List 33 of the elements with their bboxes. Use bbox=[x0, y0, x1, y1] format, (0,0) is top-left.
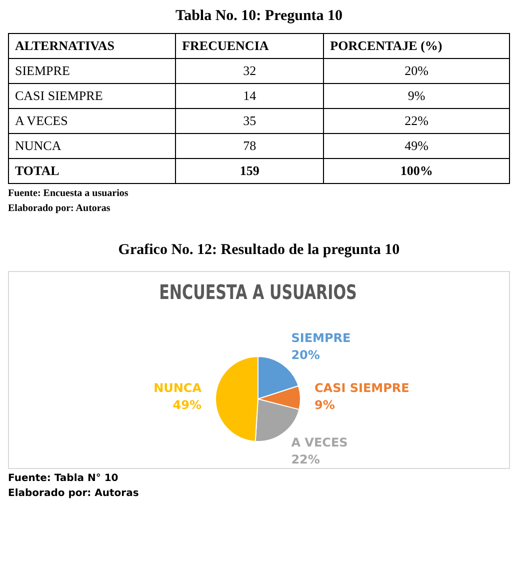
data-label: 20% bbox=[324, 58, 510, 84]
slice-label: NUNCA bbox=[154, 381, 202, 396]
text: FRECUENCIA bbox=[176, 34, 324, 58]
text: 100% bbox=[400, 163, 433, 178]
text: Elaborado por: Autoras bbox=[8, 203, 112, 214]
data-label: 49% bbox=[324, 134, 510, 158]
data-label: 22% bbox=[324, 108, 510, 134]
category-label: SIEMPRE bbox=[8, 58, 176, 84]
text: TOTAL bbox=[8, 158, 176, 184]
text: ALTERNATIVAS bbox=[8, 34, 176, 58]
data-label: 20% bbox=[291, 348, 320, 362]
data-label: 35 bbox=[176, 108, 324, 134]
chart-title: Grafico No. 12: Resultado de la pregunta 10 bbox=[117, 242, 401, 259]
text: Tabla No. 10: Pregunta 10 bbox=[174, 8, 344, 25]
data-label: 9% bbox=[314, 398, 335, 412]
category-label: CASI SIEMPRE bbox=[8, 84, 176, 108]
slice-label: CASI SIEMPRE bbox=[314, 381, 410, 396]
slice-label: A VECES bbox=[291, 435, 348, 450]
data-label: 78 bbox=[176, 134, 324, 158]
data-label: 14 bbox=[176, 84, 324, 108]
data-label: 32 bbox=[176, 58, 324, 84]
slice-label: SIEMPRE bbox=[291, 330, 351, 345]
data-label: 9% bbox=[324, 84, 510, 108]
chart-subtitle: ENCUESTA A USUARIOS bbox=[159, 282, 357, 305]
category-label: A VECES bbox=[8, 108, 176, 134]
source-note: Fuente: Tabla N° 10 bbox=[8, 473, 120, 484]
data-label: 49% bbox=[172, 398, 202, 412]
source-note: Fuente: Encuesta a usuarios bbox=[8, 188, 130, 199]
text: Elaborado por: Autoras bbox=[8, 488, 140, 499]
text: PORCENTAJE (%) bbox=[324, 34, 510, 58]
category-label: NUNCA bbox=[8, 134, 176, 158]
text: 159 bbox=[240, 163, 260, 178]
data-label: 22% bbox=[291, 452, 320, 466]
